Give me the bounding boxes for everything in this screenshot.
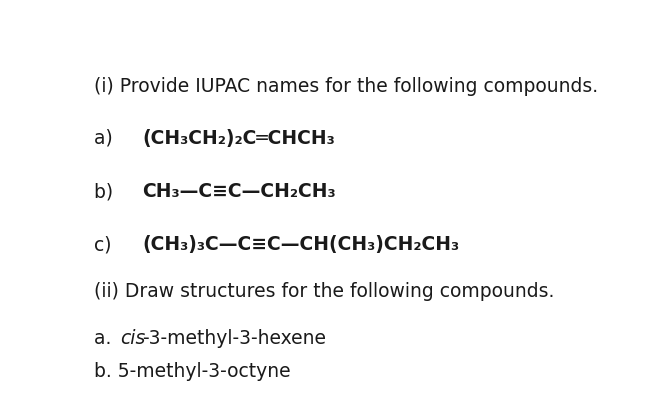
Text: a): a) xyxy=(93,129,125,148)
Text: CH₃—C≡C—CH₂CH₃: CH₃—C≡C—CH₂CH₃ xyxy=(143,182,336,201)
Text: b): b) xyxy=(93,182,125,201)
Text: (CH₃)₃C—C≡C—CH(CH₃)CH₂CH₃: (CH₃)₃C—C≡C—CH(CH₃)CH₂CH₃ xyxy=(143,235,460,254)
Text: b. 5-methyl-3-octyne: b. 5-methyl-3-octyne xyxy=(93,362,290,381)
Text: (i) Provide IUPAC names for the following compounds.: (i) Provide IUPAC names for the followin… xyxy=(93,77,597,96)
Text: (ii) Draw structures for the following compounds.: (ii) Draw structures for the following c… xyxy=(93,282,554,301)
Text: c): c) xyxy=(93,235,123,254)
Text: -3-methyl-3-hexene: -3-methyl-3-hexene xyxy=(143,329,326,348)
Text: (CH₃CH₂)₂C═CHCH₃: (CH₃CH₂)₂C═CHCH₃ xyxy=(143,129,336,148)
Text: cis: cis xyxy=(121,329,146,348)
Text: a.: a. xyxy=(93,329,117,348)
